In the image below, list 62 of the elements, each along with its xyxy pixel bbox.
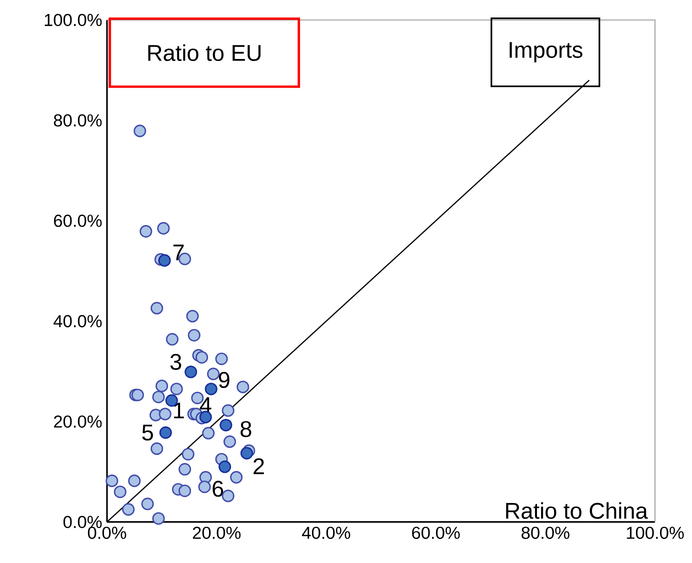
point xyxy=(204,382,218,396)
point xyxy=(150,442,164,455)
text: Imports xyxy=(510,42,582,62)
point xyxy=(202,426,215,440)
point xyxy=(215,352,228,366)
point xyxy=(222,490,234,502)
y-tick-label: 40.0% xyxy=(54,315,102,328)
point xyxy=(196,351,208,364)
x-tick-label: 80.0% xyxy=(522,526,570,539)
x-tick-label: 40.0% xyxy=(302,526,350,539)
annotation: 4 xyxy=(200,397,212,413)
point xyxy=(150,302,164,314)
point xyxy=(220,418,232,432)
point xyxy=(158,408,172,420)
y-tick-label: 80.0% xyxy=(54,114,102,127)
x-axis-title: Ratio to China xyxy=(506,502,648,519)
y-axis-title: Ratio to EU xyxy=(148,44,261,62)
y-tick-label: 60.0% xyxy=(54,214,102,227)
x-tick-label: 100.0% xyxy=(626,526,684,539)
annotation: 6 xyxy=(212,480,224,497)
point xyxy=(134,124,146,138)
point xyxy=(140,225,152,238)
annotation: 3 xyxy=(170,354,182,370)
point xyxy=(152,390,165,404)
point xyxy=(223,435,236,448)
point xyxy=(114,486,126,498)
annotation: 8 xyxy=(240,421,252,438)
x-tick-label: 60.0% xyxy=(412,526,460,539)
point xyxy=(186,310,199,322)
annotation: 7 xyxy=(173,244,184,260)
point xyxy=(170,382,183,396)
point xyxy=(236,380,250,394)
point xyxy=(230,471,243,484)
point xyxy=(240,446,254,460)
annotation: 9 xyxy=(218,372,230,388)
point xyxy=(141,498,154,510)
point xyxy=(122,503,135,516)
point xyxy=(222,404,234,417)
y-tick-label: 100.0% xyxy=(44,14,102,26)
x-tick-label: 0.0% xyxy=(88,526,126,539)
y-tick-label: 0.0% xyxy=(63,516,102,528)
point xyxy=(218,460,232,474)
point xyxy=(158,254,171,267)
point xyxy=(182,448,194,460)
point xyxy=(178,484,192,498)
point xyxy=(152,512,165,525)
point xyxy=(178,463,192,476)
point xyxy=(156,380,168,392)
point xyxy=(157,222,170,235)
annotation: 1 xyxy=(174,402,184,418)
y-tick-label: 20.0% xyxy=(54,415,102,428)
annotation: 5 xyxy=(142,424,153,441)
x-tick-label: 20.0% xyxy=(192,526,241,539)
annotation: 2 xyxy=(254,458,264,474)
point xyxy=(159,426,172,439)
point xyxy=(106,474,118,488)
point xyxy=(198,480,211,494)
point xyxy=(184,366,198,378)
point xyxy=(166,332,178,346)
point xyxy=(207,368,220,380)
point xyxy=(188,328,200,342)
point xyxy=(128,474,141,488)
